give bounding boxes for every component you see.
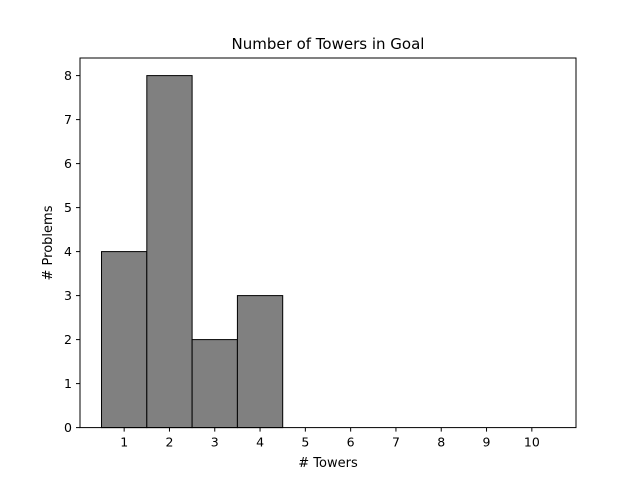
- x-axis-ticks: 1 2 3 4 5 6 7 8 9 10: [120, 427, 540, 450]
- y-tick-label: 0: [64, 420, 72, 435]
- x-tick-label: 6: [347, 435, 355, 450]
- y-tick-label: 2: [64, 332, 72, 347]
- y-tick-label: 6: [64, 156, 72, 171]
- y-axis-ticks: 0 1 2 3 4 5 6 7 8: [64, 68, 80, 435]
- x-tick-label: 7: [392, 435, 400, 450]
- x-tick-label: 10: [524, 435, 540, 450]
- y-tick-label: 8: [64, 68, 72, 83]
- y-axis-label: # Problems: [41, 205, 56, 280]
- y-tick-label: 5: [64, 200, 72, 215]
- bars-group: [101, 75, 284, 429]
- bar-2: [146, 75, 193, 429]
- bar-4: [236, 295, 284, 429]
- x-tick-label: 4: [256, 435, 264, 450]
- y-tick-label: 4: [64, 244, 72, 259]
- x-tick-label: 9: [483, 435, 491, 450]
- chart-title: Number of Towers in Goal: [232, 35, 425, 53]
- bar-3: [191, 339, 238, 429]
- x-tick-label: 8: [437, 435, 445, 450]
- x-tick-label: 3: [211, 435, 219, 450]
- bar-1: [101, 251, 148, 429]
- plot-frame: [79, 57, 577, 429]
- y-tick-label: 1: [64, 376, 72, 391]
- x-axis-label: # Towers: [298, 456, 358, 471]
- y-tick-label: 3: [64, 288, 72, 303]
- x-tick-label: 2: [165, 435, 173, 450]
- x-tick-label: 5: [301, 435, 309, 450]
- x-tick-label: 1: [120, 435, 128, 450]
- y-tick-label: 7: [64, 112, 72, 127]
